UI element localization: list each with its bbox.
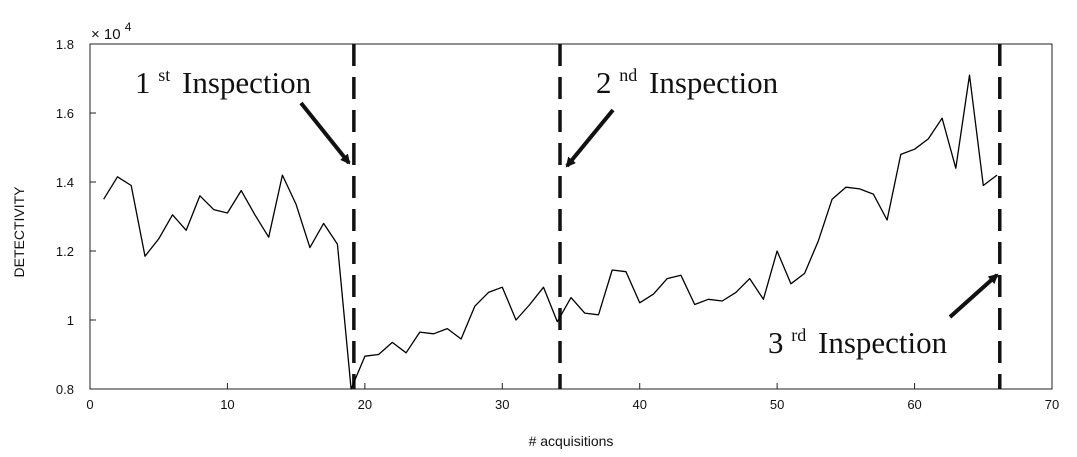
annotation-3: 3 rd Inspection: [768, 313, 948, 360]
y-multiplier: × 10 4: [91, 20, 132, 43]
annotation-3-arrow: [948, 273, 999, 319]
annotation-3-num: 3: [768, 325, 784, 360]
inspection-lines: [352, 44, 1002, 389]
annotation-1-text: Inspection: [182, 65, 312, 100]
x-tick-label: 20: [358, 397, 372, 412]
y-tick-label: 1.6: [56, 106, 74, 121]
detectivity-series-line: [103, 74, 998, 390]
y-tick-label: 1.2: [56, 244, 74, 259]
annotation-2-text: Inspection: [649, 65, 779, 100]
y-multiplier-base: × 10: [91, 26, 121, 43]
y-tick-label: 0.8: [56, 382, 74, 397]
x-tick-label: 40: [632, 397, 646, 412]
x-tick-label: 60: [907, 397, 921, 412]
x-tick-label: 30: [495, 397, 509, 412]
x-axis-title: # acquisitions: [529, 433, 614, 449]
y-tick-label: 1.4: [56, 175, 74, 190]
plot-frame: [89, 43, 1053, 390]
annotation-2-num: 2: [596, 65, 612, 100]
annotation-1-num: 1: [135, 65, 151, 100]
x-tick-label: 0: [86, 397, 93, 412]
x-tick-label: 50: [770, 397, 784, 412]
y-axis-title: DETECTIVITY: [11, 186, 27, 278]
y-tick-label: 1: [67, 313, 74, 328]
annotation-2: 2 nd Inspection: [596, 53, 779, 100]
annotation-2-arrow: [565, 108, 615, 168]
annotation-1-arrow: [299, 101, 351, 165]
annotation-3-text: Inspection: [818, 325, 948, 360]
y-tick-label: 1.8: [56, 37, 74, 52]
x-axis-ticks: 0 10 20 30 40 50 60 70: [86, 383, 1059, 412]
x-tick-label: 10: [220, 397, 234, 412]
annotation-2-sup: nd: [619, 65, 637, 85]
y-multiplier-exponent: 4: [125, 20, 132, 34]
annotation-3-sup: rd: [791, 325, 806, 345]
y-axis-ticks: 0.8 1 1.2 1.4 1.6 1.8: [56, 37, 96, 397]
x-tick-label: 70: [1045, 397, 1059, 412]
annotation-1-sup: st: [158, 65, 170, 85]
annotation-1: 1 st Inspection: [135, 53, 312, 100]
